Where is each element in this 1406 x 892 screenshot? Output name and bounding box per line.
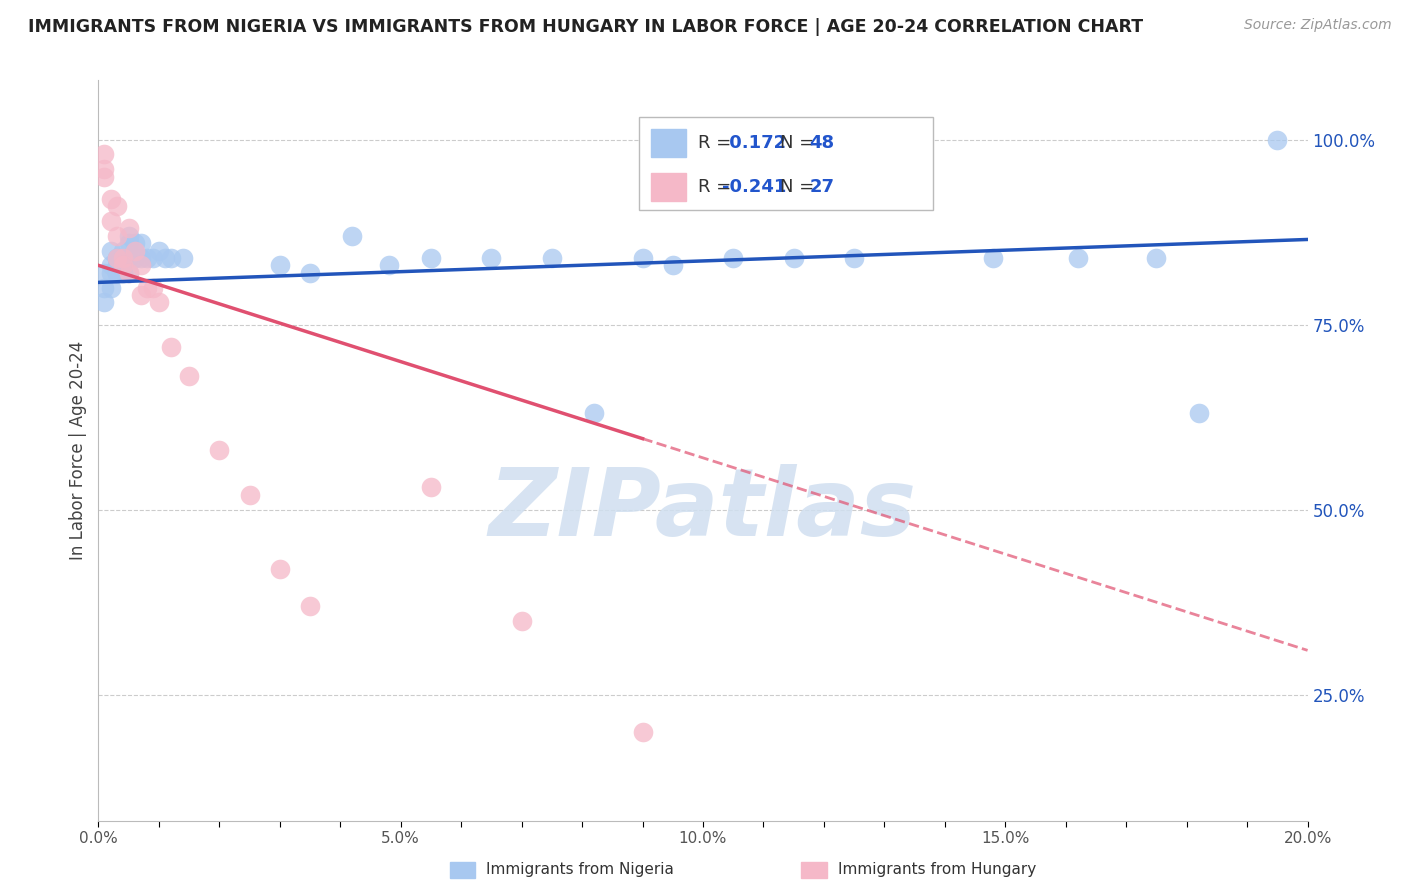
Text: IMMIGRANTS FROM NIGERIA VS IMMIGRANTS FROM HUNGARY IN LABOR FORCE | AGE 20-24 CO: IMMIGRANTS FROM NIGERIA VS IMMIGRANTS FR…	[28, 18, 1143, 36]
Text: 0.172: 0.172	[723, 135, 786, 153]
Point	[118, 251, 141, 265]
Point	[118, 221, 141, 235]
Point	[142, 280, 165, 294]
Point	[540, 251, 562, 265]
Point	[111, 259, 134, 273]
Point	[148, 295, 170, 310]
Point	[124, 236, 146, 251]
Point	[1267, 132, 1289, 146]
Point	[105, 266, 128, 280]
Text: N =: N =	[780, 135, 820, 153]
Point	[981, 251, 1004, 265]
Point	[342, 228, 364, 243]
Point	[299, 266, 322, 280]
Text: ZIPatlas: ZIPatlas	[489, 464, 917, 556]
Point	[93, 295, 115, 310]
Point	[118, 228, 141, 243]
Point	[129, 259, 152, 273]
Text: Immigrants from Nigeria: Immigrants from Nigeria	[486, 863, 675, 877]
Point	[100, 244, 122, 258]
Point	[105, 251, 128, 265]
Point	[208, 443, 231, 458]
Point	[118, 266, 141, 280]
Point	[111, 259, 134, 273]
Point	[118, 236, 141, 251]
Point	[1144, 251, 1167, 265]
Point	[111, 259, 134, 273]
Point	[135, 251, 157, 265]
Point	[142, 251, 165, 265]
Point	[160, 251, 183, 265]
Point	[105, 251, 128, 265]
Point	[631, 724, 654, 739]
Point	[153, 251, 176, 265]
Point	[129, 251, 152, 265]
Y-axis label: In Labor Force | Age 20-24: In Labor Force | Age 20-24	[69, 341, 87, 560]
Text: -0.241: -0.241	[721, 178, 786, 196]
Point	[269, 259, 291, 273]
Point	[129, 236, 152, 251]
Point	[100, 214, 122, 228]
Point	[124, 251, 146, 265]
Text: Source: ZipAtlas.com: Source: ZipAtlas.com	[1244, 18, 1392, 32]
Point	[111, 266, 134, 280]
Point	[239, 488, 262, 502]
Point	[93, 280, 115, 294]
Point	[269, 562, 291, 576]
Point	[420, 480, 443, 494]
Text: R =: R =	[697, 178, 737, 196]
Point	[105, 251, 128, 265]
Point	[111, 244, 134, 258]
Text: 48: 48	[810, 135, 835, 153]
Point	[583, 407, 606, 421]
Point	[105, 259, 128, 273]
Point	[93, 162, 115, 177]
Point	[299, 599, 322, 613]
Point	[481, 251, 503, 265]
Point	[160, 340, 183, 354]
Point	[148, 244, 170, 258]
Point	[105, 199, 128, 213]
Point	[377, 259, 399, 273]
Point	[124, 244, 146, 258]
Point	[93, 147, 115, 161]
Point	[118, 266, 141, 280]
Point	[420, 251, 443, 265]
Point	[93, 266, 115, 280]
Text: R =: R =	[697, 135, 737, 153]
Point	[135, 280, 157, 294]
Point	[111, 251, 134, 265]
Text: N =: N =	[780, 178, 820, 196]
Point	[844, 251, 866, 265]
Point	[100, 259, 122, 273]
Point	[1188, 407, 1211, 421]
Point	[783, 251, 806, 265]
Point	[510, 614, 533, 628]
Point	[105, 228, 128, 243]
Point	[100, 280, 122, 294]
Point	[723, 251, 745, 265]
Text: 27: 27	[810, 178, 835, 196]
Point	[93, 169, 115, 184]
Point	[172, 251, 194, 265]
Point	[100, 266, 122, 280]
Point	[179, 369, 201, 384]
Point	[1067, 251, 1090, 265]
Point	[100, 192, 122, 206]
Text: Immigrants from Hungary: Immigrants from Hungary	[838, 863, 1036, 877]
Point	[661, 259, 683, 273]
Point	[631, 251, 654, 265]
Point	[129, 288, 152, 302]
Point	[105, 266, 128, 280]
